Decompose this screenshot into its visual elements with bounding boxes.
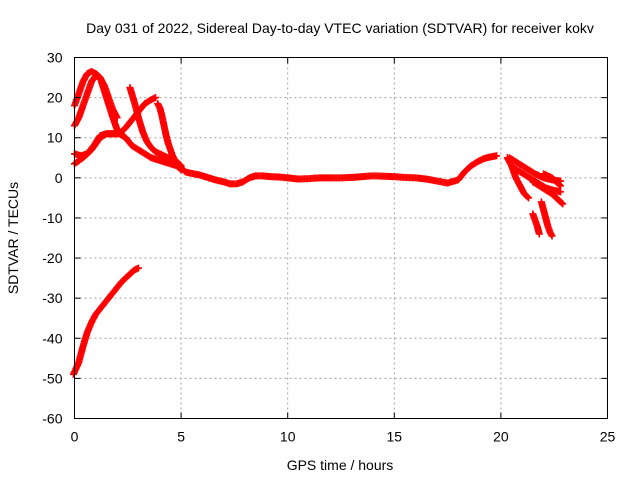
- x-tick-label: 15: [387, 429, 403, 445]
- data-point: [559, 200, 567, 208]
- data-point: [134, 264, 142, 272]
- series-arc-7: [503, 154, 533, 202]
- y-tick-label: -20: [42, 250, 62, 266]
- axis-ticks: [74, 57, 608, 419]
- series-arc-10: [529, 178, 567, 208]
- data-point: [113, 114, 121, 122]
- data-point: [493, 152, 501, 160]
- plot-frame: [74, 57, 608, 419]
- data-point: [558, 199, 566, 207]
- data-points: [69, 68, 567, 378]
- y-tick-label: 10: [47, 130, 63, 146]
- y-tick-label: -50: [42, 370, 62, 386]
- x-tick-label: 5: [177, 429, 185, 445]
- y-tick-label: -10: [42, 210, 62, 226]
- chart-title: Day 031 of 2022, Sidereal Day-to-day VTE…: [86, 20, 594, 36]
- x-tick-label: 10: [280, 429, 296, 445]
- data-point: [152, 94, 160, 102]
- y-tick-label: -60: [42, 411, 62, 427]
- y-axis-title: SDTVAR / TECUs: [5, 182, 21, 294]
- grid: [74, 57, 608, 419]
- x-tick-label: 0: [71, 429, 79, 445]
- data-point: [557, 182, 565, 190]
- series-arc-12: [537, 198, 556, 240]
- series-arc-8: [505, 154, 565, 185]
- series-arc-13: [540, 170, 565, 190]
- tick-labels: 0 5 10 15 20 25 -60 -50 -40 -30 -20 -10 0 10 20 30: [42, 50, 615, 445]
- series-arc-1-lower: [71, 72, 121, 130]
- series-arc-3: [71, 130, 185, 174]
- x-tick-label: 20: [493, 429, 509, 445]
- x-tick-label: 25: [600, 429, 616, 445]
- y-tick-label: -40: [42, 330, 62, 346]
- y-tick-label: 30: [47, 50, 63, 66]
- y-tick-label: 20: [47, 90, 63, 106]
- data-point: [548, 232, 556, 240]
- data-point: [535, 230, 543, 238]
- series-arc-6: [69, 264, 142, 378]
- x-axis-title: GPS time / hours: [287, 457, 394, 473]
- data-point: [525, 194, 533, 202]
- data-point: [556, 181, 564, 189]
- y-tick-label: 0: [55, 170, 63, 186]
- data-point: [524, 193, 532, 201]
- series-arc-5: [154, 100, 501, 188]
- series-arc-11: [529, 210, 543, 238]
- data-point: [557, 188, 565, 196]
- y-tick-label: -30: [42, 290, 62, 306]
